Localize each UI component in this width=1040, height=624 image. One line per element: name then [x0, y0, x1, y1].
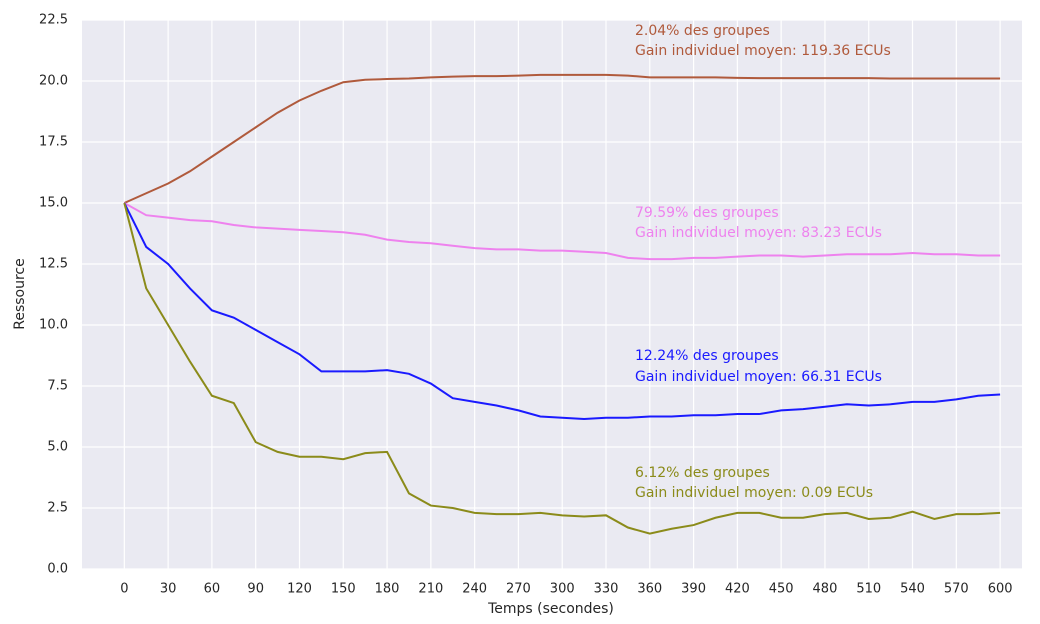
x-tick-label: 180 [375, 582, 400, 597]
series-line [123, 202, 1001, 261]
annotation: 79.59% des groupes [635, 205, 779, 221]
y-tick-label: 10.0 [39, 318, 68, 333]
annotation: Gain individuel moyen: 66.31 ECUs [635, 369, 882, 385]
x-tick-label: 330 [594, 582, 619, 597]
x-tick-label: 0 [120, 582, 128, 597]
series-line [123, 202, 1001, 420]
x-tick-label: 480 [813, 582, 838, 597]
x-tick-label: 450 [769, 582, 794, 597]
x-tick-label: 30 [160, 582, 177, 597]
x-tick-label: 510 [856, 582, 881, 597]
annotation: 6.12% des groupes [635, 465, 770, 481]
y-tick-label: 0.0 [47, 562, 68, 577]
annotation: Gain individuel moyen: 83.23 ECUs [635, 225, 882, 241]
x-tick-label: 420 [725, 582, 750, 597]
annotation: 2.04% des groupes [635, 23, 770, 39]
x-tick-label: 60 [204, 582, 221, 597]
series-line [123, 202, 1001, 535]
annotation: Gain individuel moyen: 0.09 ECUs [635, 485, 873, 501]
x-tick-label: 120 [287, 582, 312, 597]
annotation: Gain individuel moyen: 119.36 ECUs [635, 43, 891, 59]
series-line [123, 73, 1001, 204]
x-tick-label: 300 [550, 582, 575, 597]
x-tick-label: 540 [900, 582, 925, 597]
y-tick-label: 15.0 [39, 196, 68, 211]
y-tick-label: 7.5 [47, 379, 68, 394]
x-tick-label: 240 [462, 582, 487, 597]
x-tick-label: 600 [988, 582, 1013, 597]
y-tick-label: 17.5 [39, 135, 68, 150]
y-tick-label: 22.5 [39, 13, 68, 28]
x-tick-label: 210 [418, 582, 443, 597]
x-tick-label: 570 [944, 582, 969, 597]
y-tick-label: 2.5 [47, 501, 68, 516]
plot-area [82, 20, 1022, 569]
x-tick-label: 270 [506, 582, 531, 597]
x-tick-label: 90 [247, 582, 264, 597]
x-tick-label: 150 [331, 582, 356, 597]
annotation: 12.24% des groupes [635, 348, 779, 364]
y-tick-label: 20.0 [39, 74, 68, 89]
x-tick-label: 360 [637, 582, 662, 597]
y-tick-label: 12.5 [39, 257, 68, 272]
y-axis-label: Ressource [12, 258, 28, 330]
x-axis-label: Temps (secondes) [487, 601, 614, 617]
y-tick-label: 5.0 [47, 440, 68, 455]
x-tick-label: 390 [681, 582, 706, 597]
